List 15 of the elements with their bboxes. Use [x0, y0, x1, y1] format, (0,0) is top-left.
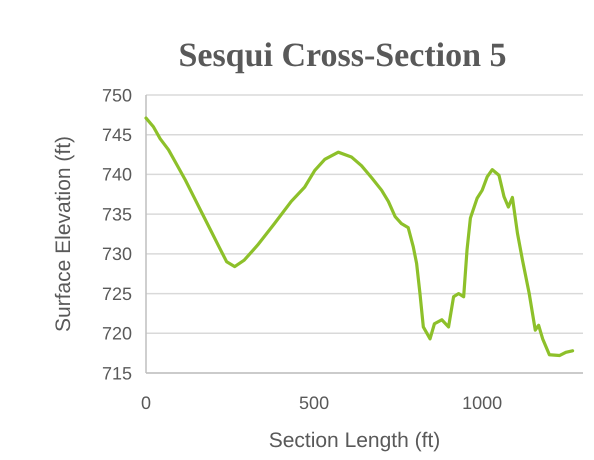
line-series [144, 116, 574, 358]
y-tick-label: 725 [102, 284, 132, 304]
chart-title: Sesqui Cross-Section 5 [178, 37, 507, 74]
y-tick-label: 715 [102, 363, 132, 384]
y-tick-label: 750 [102, 85, 132, 106]
y-tick-label: 730 [102, 244, 132, 264]
y-tick-label: 735 [102, 204, 132, 224]
y-tick-label: 740 [102, 164, 132, 185]
x-tick-label: 1000 [462, 393, 502, 413]
x-axis-title: Section Length (ft) [268, 429, 440, 452]
x-tick-label: 500 [299, 393, 330, 413]
x-tick-label: 0 [140, 393, 152, 413]
y-tick-label: 745 [102, 125, 132, 146]
y-axis-title: Surface Elevation (ft) [52, 136, 75, 332]
y-tick-label: 720 [102, 324, 132, 344]
